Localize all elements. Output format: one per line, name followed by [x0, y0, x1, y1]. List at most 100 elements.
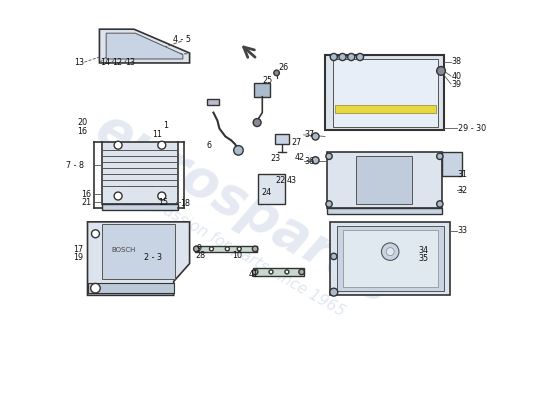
Polygon shape [258, 174, 285, 204]
Circle shape [312, 133, 319, 140]
Circle shape [356, 54, 364, 60]
Text: 1: 1 [163, 121, 168, 130]
Polygon shape [324, 55, 444, 130]
Circle shape [326, 201, 332, 207]
Circle shape [234, 146, 243, 155]
Circle shape [114, 141, 122, 149]
Circle shape [158, 192, 166, 200]
Circle shape [339, 54, 346, 60]
Polygon shape [87, 222, 190, 295]
Circle shape [299, 269, 304, 275]
Text: 13: 13 [125, 58, 135, 67]
Text: 9: 9 [197, 244, 202, 253]
Circle shape [331, 253, 337, 260]
Polygon shape [327, 152, 442, 208]
Circle shape [437, 66, 446, 75]
Text: 12: 12 [112, 58, 122, 67]
Polygon shape [356, 156, 412, 204]
Polygon shape [333, 59, 438, 126]
Text: 16: 16 [78, 127, 87, 136]
Polygon shape [195, 246, 257, 252]
Circle shape [194, 246, 199, 252]
Polygon shape [102, 204, 178, 210]
Polygon shape [207, 99, 219, 105]
Circle shape [285, 270, 289, 274]
Text: 18: 18 [180, 200, 190, 208]
Text: 33: 33 [457, 226, 467, 236]
Circle shape [382, 243, 399, 260]
Text: 4 - 5: 4 - 5 [173, 35, 191, 44]
Polygon shape [102, 224, 175, 280]
Text: 2 - 3: 2 - 3 [144, 253, 162, 262]
Text: 26: 26 [278, 63, 288, 72]
Text: 23: 23 [270, 154, 280, 163]
Text: 36: 36 [304, 156, 315, 166]
Polygon shape [327, 208, 442, 214]
Text: 27: 27 [291, 138, 301, 147]
Text: 15: 15 [158, 198, 168, 207]
Circle shape [312, 157, 319, 164]
Text: 42: 42 [295, 152, 305, 162]
Text: 13: 13 [74, 58, 84, 67]
Text: BOSCH: BOSCH [112, 247, 136, 253]
Circle shape [326, 153, 332, 160]
Polygon shape [87, 284, 174, 293]
Circle shape [252, 246, 258, 252]
Text: 10: 10 [232, 251, 242, 260]
Polygon shape [343, 230, 438, 287]
Circle shape [437, 201, 443, 207]
Circle shape [253, 118, 261, 126]
Text: 6: 6 [206, 141, 211, 150]
Polygon shape [100, 29, 190, 63]
Circle shape [237, 247, 241, 251]
Text: 25: 25 [262, 76, 273, 85]
Text: a passion for parts since 1965: a passion for parts since 1965 [140, 191, 347, 320]
Circle shape [348, 54, 355, 60]
Polygon shape [254, 83, 270, 97]
Circle shape [210, 247, 213, 251]
Text: 16: 16 [81, 190, 91, 199]
Text: 31: 31 [457, 170, 467, 179]
Text: 24: 24 [261, 188, 271, 197]
Text: 29 - 30: 29 - 30 [458, 124, 486, 133]
Circle shape [437, 153, 443, 160]
Circle shape [330, 288, 338, 296]
Text: eurospares: eurospares [86, 102, 400, 314]
Text: 35: 35 [418, 254, 428, 263]
Text: 11: 11 [152, 130, 162, 138]
Polygon shape [337, 226, 444, 291]
Text: 21: 21 [81, 198, 91, 207]
Text: 40: 40 [452, 72, 462, 80]
Polygon shape [253, 268, 304, 276]
Circle shape [252, 269, 258, 275]
Polygon shape [330, 222, 450, 295]
Circle shape [386, 248, 394, 256]
Circle shape [366, 162, 402, 198]
Text: 17: 17 [73, 245, 84, 254]
Text: 7 - 8: 7 - 8 [65, 160, 84, 170]
Circle shape [91, 284, 100, 293]
Text: 28: 28 [196, 251, 206, 260]
Polygon shape [442, 152, 461, 176]
FancyBboxPatch shape [102, 142, 178, 204]
Circle shape [274, 70, 279, 76]
Circle shape [330, 54, 337, 60]
Text: 37: 37 [304, 130, 315, 139]
Text: 41: 41 [249, 270, 259, 279]
Circle shape [226, 247, 229, 251]
Polygon shape [334, 105, 436, 113]
Circle shape [269, 270, 273, 274]
Polygon shape [106, 33, 183, 59]
Text: 32: 32 [457, 186, 467, 194]
Text: 19: 19 [73, 253, 84, 262]
Polygon shape [275, 134, 289, 144]
Text: 43: 43 [287, 176, 297, 186]
Text: 34: 34 [418, 246, 428, 255]
Text: 39: 39 [452, 80, 462, 88]
Circle shape [91, 230, 100, 238]
Text: 22: 22 [275, 176, 285, 186]
Circle shape [158, 141, 166, 149]
Circle shape [114, 192, 122, 200]
Text: 14: 14 [100, 58, 110, 67]
Text: 20: 20 [78, 118, 87, 127]
